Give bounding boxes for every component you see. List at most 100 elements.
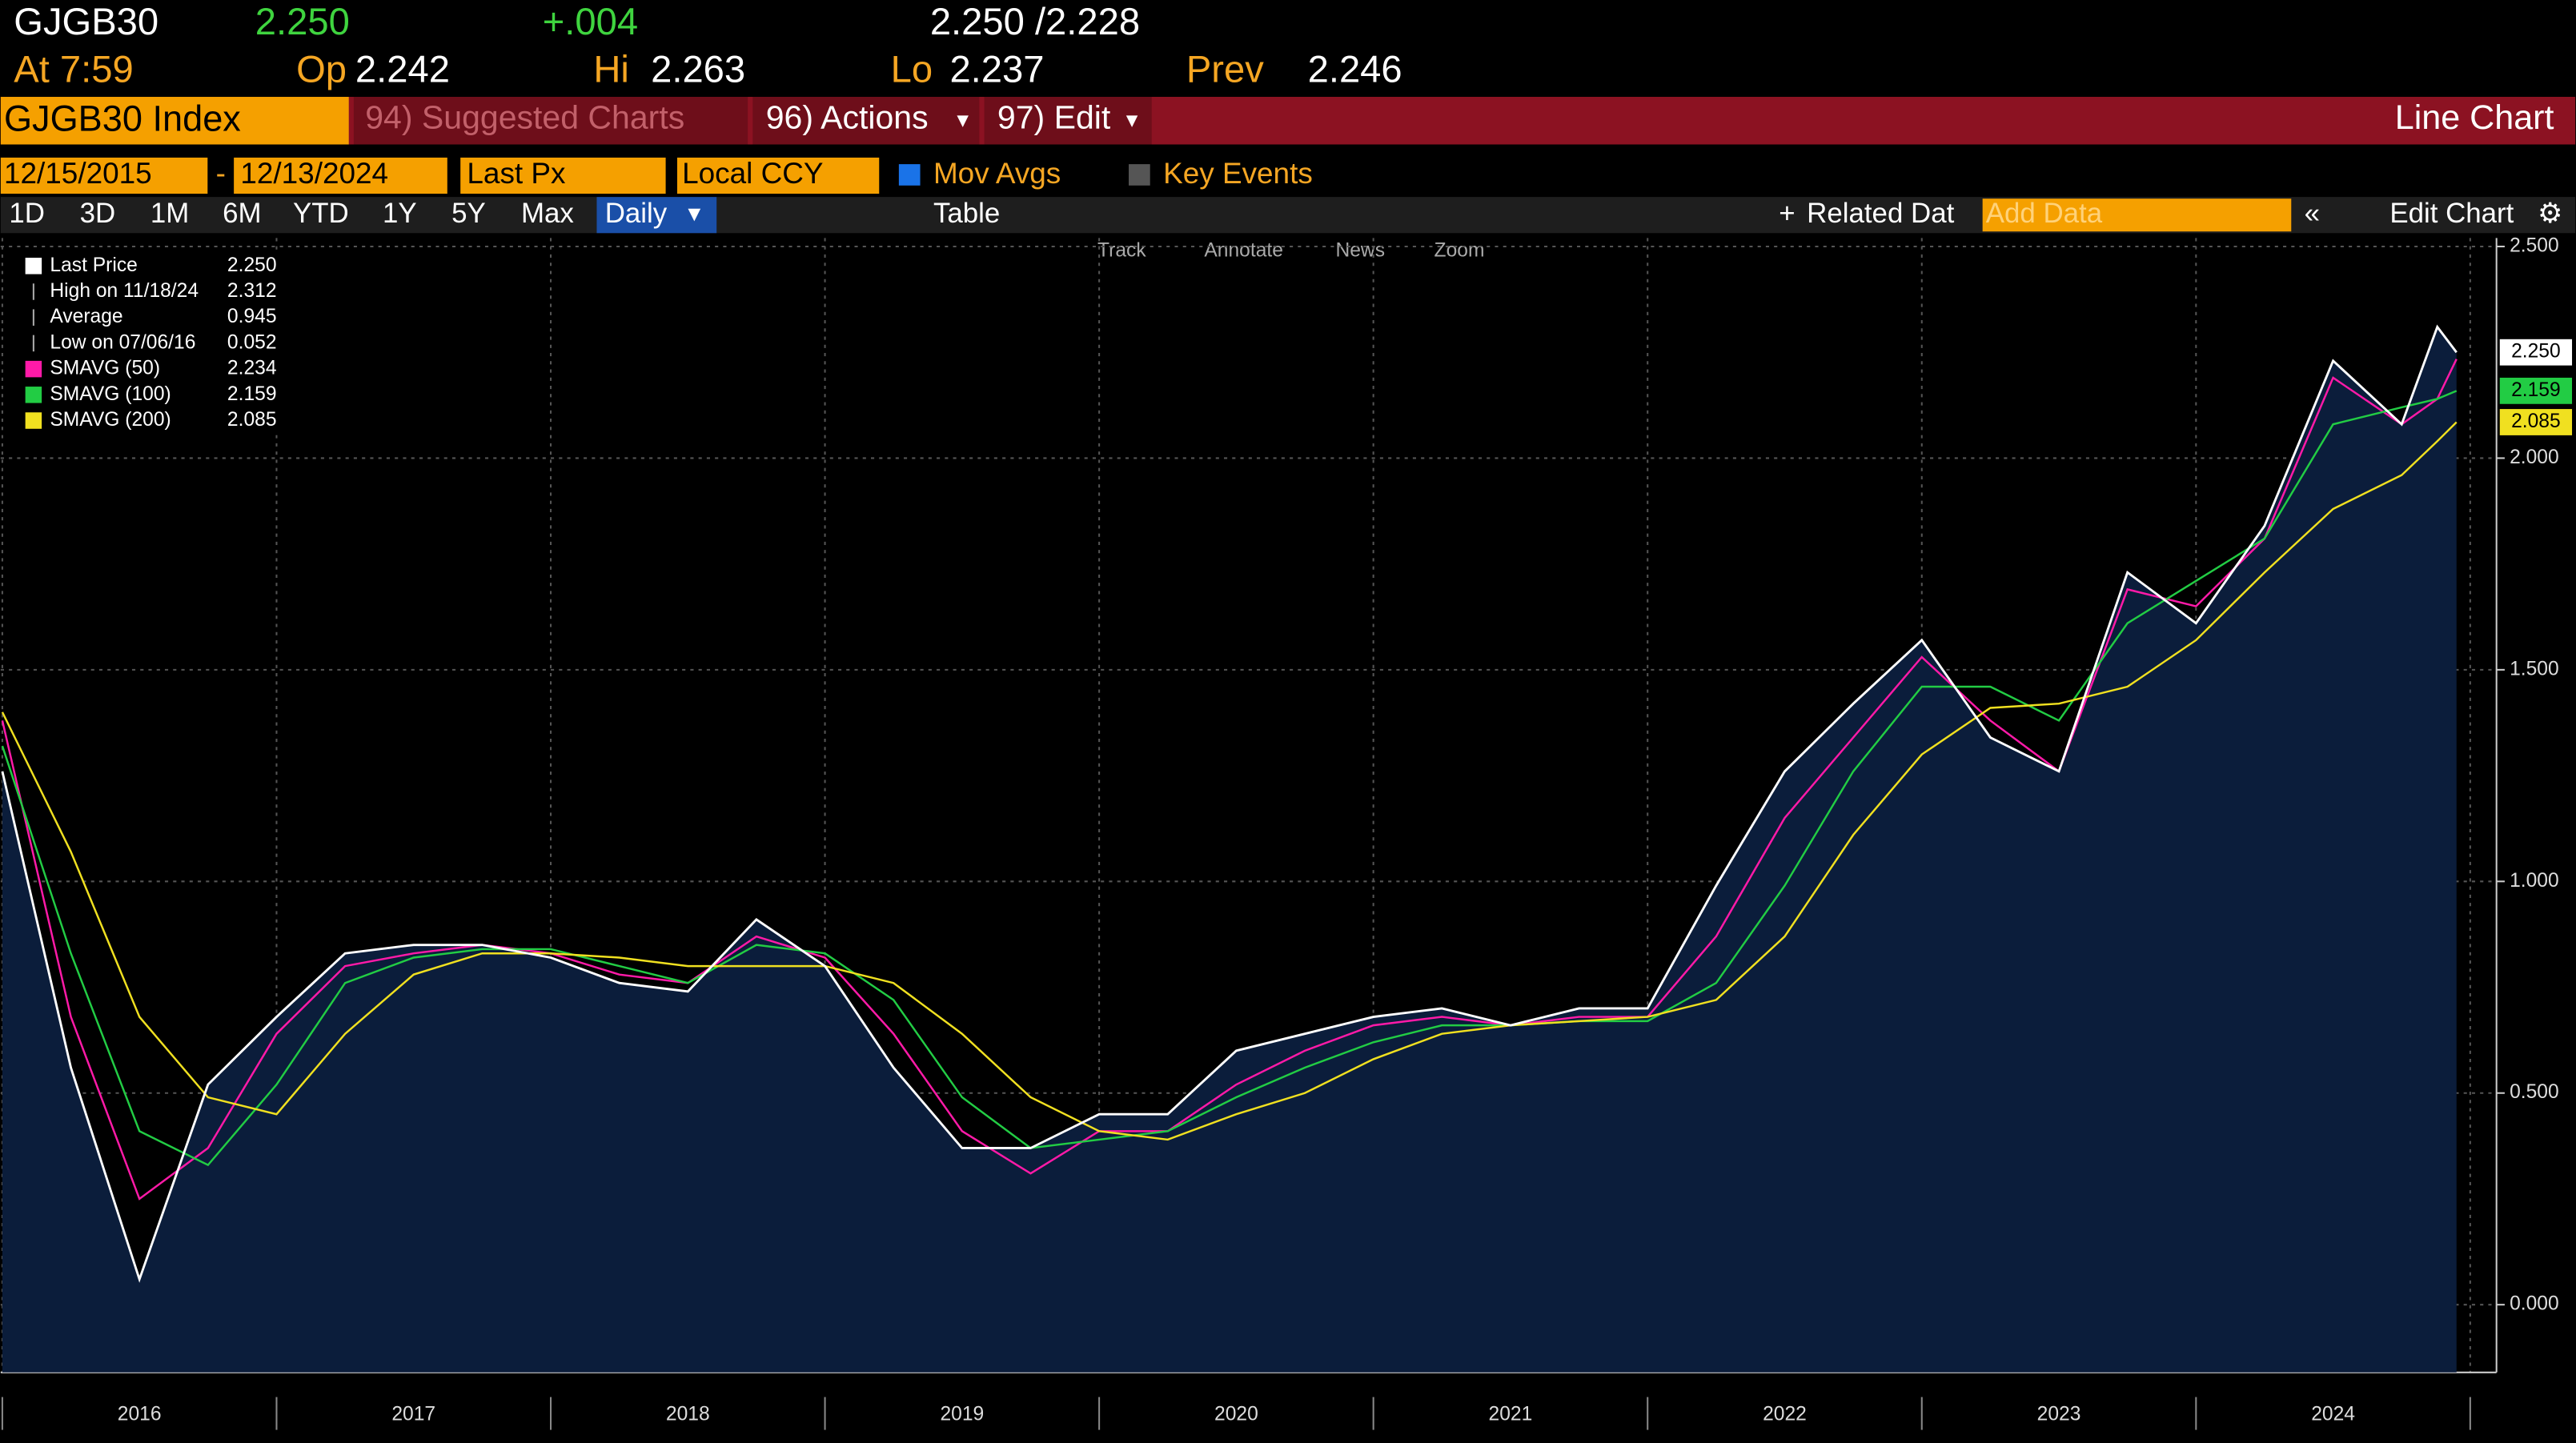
legend-value: 2.234 xyxy=(227,358,277,379)
currency-select[interactable] xyxy=(676,157,880,194)
series-line xyxy=(1,324,2458,1283)
open-label: Op xyxy=(296,48,347,90)
key-events: Key Events xyxy=(1163,157,1313,190)
quote-header: GJGB30 2.250 +.004 2.250 /2.228 At 7:59 … xyxy=(14,0,1402,90)
legend-label: Last Price xyxy=(50,255,137,276)
field-select[interactable] xyxy=(460,157,666,194)
series-line xyxy=(1,359,2458,1200)
chart-tool[interactable]: Zoom xyxy=(1434,239,1485,261)
ticker: GJGB30 xyxy=(14,0,158,42)
legend-label: SMAVG (50) xyxy=(50,358,160,379)
last: 2.250 xyxy=(255,0,350,42)
legend-value: 2.085 xyxy=(227,409,277,431)
y-tick-label: 1.500 xyxy=(2510,658,2559,679)
legend-value: 2.312 xyxy=(227,280,277,302)
y-tick-label: 0.500 xyxy=(2510,1081,2559,1103)
menu-label: 97) Edit xyxy=(997,99,1111,136)
end-date: 12/13/2024 xyxy=(240,157,388,190)
x-tick-label: 2017 xyxy=(391,1404,435,1425)
frequency: Daily xyxy=(605,198,668,229)
area xyxy=(2,327,2457,1373)
high: 2.263 xyxy=(651,48,745,90)
menu-item[interactable] xyxy=(752,97,980,145)
table-button[interactable]: Table xyxy=(933,198,1000,229)
prev: 2.246 xyxy=(1308,48,1402,90)
period-button[interactable]: 1D xyxy=(9,198,45,229)
add-data-field[interactable] xyxy=(1982,198,2292,232)
axis-tag-label: 2.250 xyxy=(2511,341,2561,363)
series-line xyxy=(1,421,2458,1141)
add-data: Add Data xyxy=(1986,198,2103,229)
periods: 1D 3D 1M 6M YTD 1Y 5Y Max xyxy=(9,198,574,229)
chart: Track Annotate News Zoom 0.000 0.500 1.000 1.50… xyxy=(0,235,2573,1430)
security: GJGB30 Index xyxy=(4,98,241,139)
field: Last Px xyxy=(467,157,566,190)
period-button[interactable]: 6M xyxy=(223,198,261,229)
legend-value: 0.945 xyxy=(227,306,277,327)
x-tick-label: 2022 xyxy=(1763,1404,1807,1425)
y-tick-label: 2.000 xyxy=(2510,447,2559,468)
edit-chart[interactable]: Edit Chart xyxy=(2389,198,2514,229)
view-name: Line Chart xyxy=(2395,98,2554,137)
separator: - xyxy=(216,157,226,190)
period-button[interactable]: YTD xyxy=(293,198,349,229)
legend-swatch xyxy=(25,258,42,275)
axis-tag xyxy=(2499,339,2573,366)
chart-tool[interactable]: News xyxy=(1335,239,1385,261)
settings-icon: ⚙ xyxy=(2538,198,2562,229)
x-tick-label: 2020 xyxy=(1214,1404,1258,1425)
axis-tag-label: 2.159 xyxy=(2511,379,2561,401)
y-tick-label: 2.500 xyxy=(2510,235,2559,257)
axis-tag xyxy=(2499,377,2573,404)
related-data[interactable]: Related Dat xyxy=(1807,198,1954,229)
menu-item[interactable] xyxy=(353,97,748,145)
high-label: Hi xyxy=(593,48,629,90)
mov-avgs: Mov Avgs xyxy=(933,157,1061,190)
date-field[interactable] xyxy=(0,157,208,194)
legend-value: 2.250 xyxy=(227,255,277,276)
low-label: Lo xyxy=(891,48,933,90)
checkbox[interactable] xyxy=(898,164,921,186)
legend-swatch xyxy=(25,360,42,378)
date-field[interactable] xyxy=(234,157,447,194)
caret: ▼ xyxy=(684,202,704,226)
y-tick-label: 1.000 xyxy=(2510,870,2559,892)
chart-tool[interactable]: Annotate xyxy=(1204,239,1283,261)
start-date: 12/15/2015 xyxy=(4,157,152,190)
currency: Local CCY xyxy=(682,157,823,190)
plus-icon: + xyxy=(1779,198,1795,229)
caret: ▼ xyxy=(1122,110,1142,131)
x-tick-label: 2021 xyxy=(1489,1404,1533,1425)
series-line xyxy=(1,390,2458,1167)
legend-value: 2.159 xyxy=(227,383,277,405)
axis-tag xyxy=(2499,409,2573,435)
change: +.004 xyxy=(543,0,638,42)
caret: ▼ xyxy=(953,110,973,131)
legend-value: 0.052 xyxy=(227,331,277,353)
x-tick-label: 2023 xyxy=(2037,1404,2081,1425)
x-tick-label: 2024 xyxy=(2311,1404,2355,1425)
legend-swatch xyxy=(25,412,42,429)
period-button[interactable]: 1M xyxy=(150,198,189,229)
checkbox[interactable] xyxy=(1129,164,1150,186)
open: 2.242 xyxy=(355,48,450,90)
period-button[interactable]: 1Y xyxy=(383,198,417,229)
x-tick-label: 2016 xyxy=(118,1404,162,1425)
axis-tag-label: 2.085 xyxy=(2511,411,2561,432)
menu-label: 94) Suggested Charts xyxy=(365,99,684,136)
period-button[interactable]: 5Y xyxy=(451,198,486,229)
prev-label: Prev xyxy=(1186,48,1264,90)
bid-ask: 2.250 /2.228 xyxy=(930,0,1140,42)
collapse-icon: « xyxy=(2305,198,2320,229)
menu-item[interactable] xyxy=(984,97,1152,145)
chart-tool[interactable]: Track xyxy=(1097,239,1146,261)
security-box[interactable] xyxy=(0,97,349,145)
frequency-box[interactable] xyxy=(596,197,717,234)
x-tick-label: 2018 xyxy=(666,1404,710,1425)
period-button[interactable]: Max xyxy=(521,198,574,229)
period-button[interactable]: 3D xyxy=(80,198,116,229)
legend-box xyxy=(3,251,287,435)
y-tick-label: 0.000 xyxy=(2510,1293,2559,1315)
legend-label: High on 11/18/24 xyxy=(50,280,199,302)
